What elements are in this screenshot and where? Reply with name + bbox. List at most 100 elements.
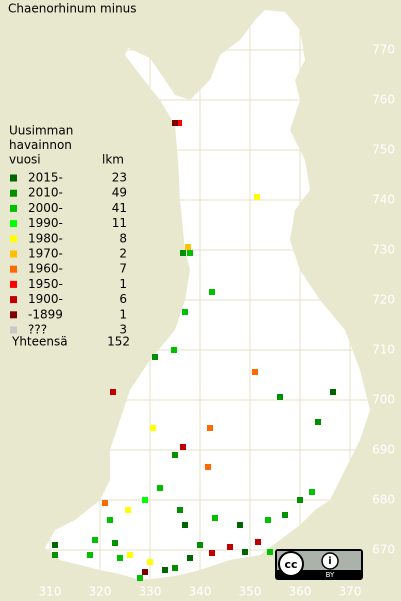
occurrence-square: [212, 515, 218, 521]
legend-title: vuosi: [9, 153, 41, 167]
occurrence-square: [137, 575, 143, 581]
occurrence-square: [207, 425, 213, 431]
occurrence-square: [142, 569, 148, 575]
occurrence-square: [255, 539, 261, 545]
legend-swatch: [10, 189, 17, 197]
occurrence-square: [171, 347, 177, 353]
x-tick-label: 350: [239, 585, 262, 599]
y-tick-label: 740: [372, 193, 395, 207]
legend-count: 2: [119, 247, 127, 261]
legend-label: 1970-: [28, 247, 63, 261]
by-icon: [321, 552, 339, 570]
y-tick-label: 710: [372, 343, 395, 357]
y-tick-label: 730: [372, 243, 395, 257]
occurrence-square: [197, 542, 203, 548]
legend-label: 1990-: [28, 216, 63, 230]
x-tick-label: 310: [39, 585, 62, 599]
legend-count: 1: [119, 277, 127, 291]
occurrence-square: [185, 244, 191, 250]
occurrence-square: [87, 552, 93, 558]
occurrence-square: [125, 507, 131, 513]
legend-swatch: [10, 311, 17, 319]
count-header: lkm: [102, 153, 124, 167]
legend-count: 23: [112, 171, 127, 185]
license-badge: cc i BY: [275, 549, 363, 580]
cc-icon: [278, 551, 304, 577]
occurrence-square: [277, 394, 283, 400]
legend-title: havainnon: [9, 138, 72, 152]
occurrence-square: [117, 555, 123, 561]
occurrence-square: [187, 250, 193, 256]
occurrence-square: [172, 120, 178, 126]
y-tick-label: 770: [372, 43, 395, 57]
legend-label: ???: [28, 323, 47, 337]
legend-count: 41: [112, 201, 127, 215]
occurrence-square: [309, 489, 315, 495]
legend-swatch: [10, 296, 17, 304]
occurrence-square: [297, 497, 303, 503]
occurrence-square: [172, 565, 178, 571]
occurrence-square: [112, 540, 118, 546]
occurrence-square: [177, 507, 183, 513]
total: 152: [107, 335, 130, 349]
legend-label: 2015-: [28, 171, 63, 185]
occurrence-square: [172, 452, 178, 458]
occurrence-square: [147, 559, 153, 565]
legend-swatch: [10, 250, 17, 258]
occurrence-square: [252, 369, 258, 375]
by-text: BY: [326, 571, 335, 579]
legend-label: 1980-: [28, 231, 63, 245]
occurrence-square: [92, 537, 98, 543]
legend-swatch: [10, 326, 17, 334]
y-tick-label: 670: [372, 543, 395, 557]
y-tick-label: 750: [372, 143, 395, 157]
occurrence-square: [176, 120, 182, 126]
occurrence-square: [107, 517, 113, 523]
cc-text: cc: [284, 558, 297, 571]
legend-title: Uusimman: [9, 124, 73, 138]
occurrence-square: [142, 497, 148, 503]
legend-swatch: [10, 265, 17, 273]
occurrence-square: [102, 500, 108, 506]
occurrence-square: [227, 544, 233, 550]
legend-count: 7: [119, 262, 127, 276]
legend-label: 1900-: [28, 292, 63, 306]
occurrence-square: [52, 552, 58, 558]
occurrence-square: [187, 555, 193, 561]
x-tick-label: 370: [339, 585, 362, 599]
legend-label: 2010-: [28, 186, 63, 200]
occurrence-square: [157, 485, 163, 491]
y-tick-label: 720: [372, 293, 395, 307]
occurrence-square: [267, 549, 273, 555]
occurrence-square: [237, 522, 243, 528]
x-tick-label: 330: [139, 585, 162, 599]
y-tick-label: 690: [372, 443, 395, 457]
occurrence-square: [180, 250, 186, 256]
legend-count: 1: [119, 307, 127, 321]
occurrence-square: [162, 567, 168, 573]
occurrence-square: [52, 542, 58, 548]
occurrence-squares: [52, 120, 336, 581]
occurrence-square: [180, 444, 186, 450]
total-label: Yhteensä: [11, 335, 68, 349]
occurrence-square: [209, 550, 215, 556]
occurrence-square: [330, 389, 336, 395]
legend-swatch: [10, 280, 17, 288]
legend-label: -1899: [28, 307, 63, 321]
occurrence-square: [152, 354, 158, 360]
x-tick-label: 340: [189, 585, 212, 599]
legend-label: 1950-: [28, 277, 63, 291]
map-title: Chaenorhinum minus: [8, 2, 137, 16]
occurrence-square: [205, 464, 211, 470]
y-tick-label: 680: [372, 493, 395, 507]
y-tick-label: 760: [372, 93, 395, 107]
occurrence-square: [127, 552, 133, 558]
by-icon-text: i: [328, 556, 331, 567]
occurrence-square: [110, 389, 116, 395]
x-tick-label: 360: [289, 585, 312, 599]
occurrence-square: [150, 425, 156, 431]
legend-count: 8: [119, 231, 127, 245]
